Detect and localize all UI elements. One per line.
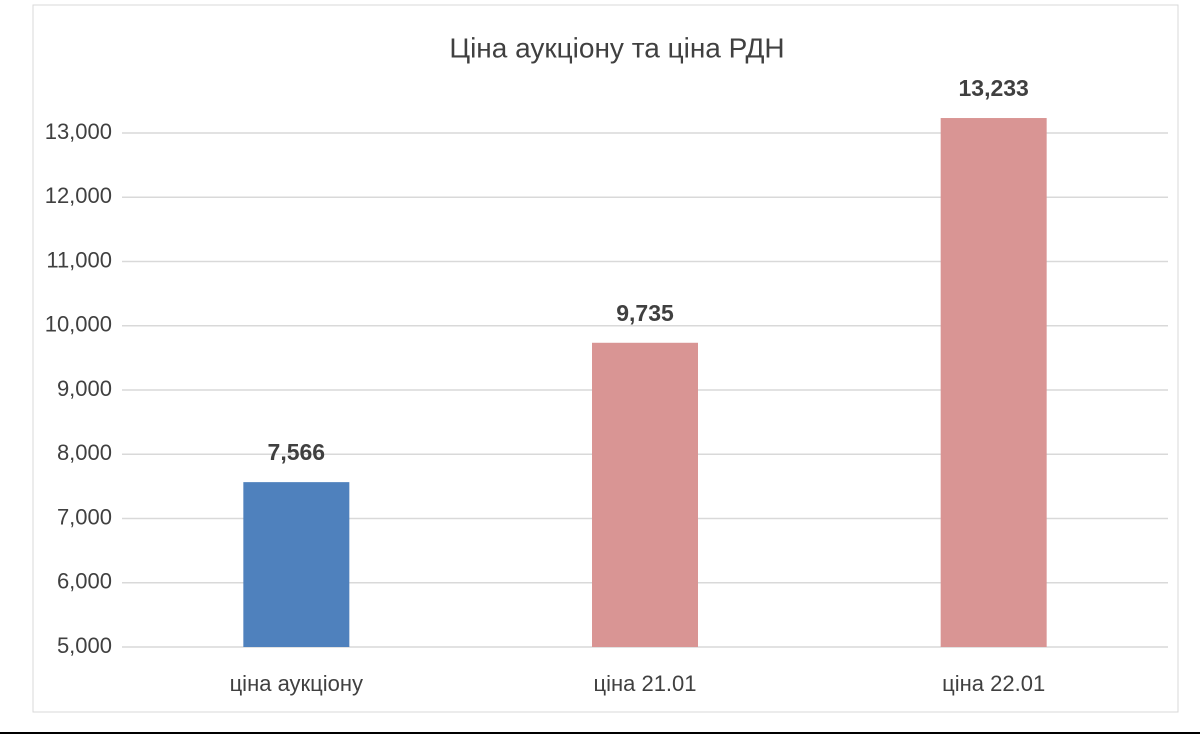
y-tick-label: 6,000 — [57, 569, 112, 594]
x-tick-label: ціна 22.01 — [942, 671, 1045, 696]
value-label: 9,735 — [616, 300, 674, 326]
bar — [940, 118, 1047, 648]
y-tick-label: 7,000 — [57, 504, 112, 529]
bar — [592, 342, 698, 647]
chart-title: Ціна аукціону та ціна РДН — [449, 32, 784, 63]
y-tick-label: 12,000 — [45, 183, 112, 208]
bar — [243, 482, 350, 647]
value-label: 7,566 — [268, 439, 326, 465]
x-tick-label: ціна аукціону — [230, 671, 363, 696]
x-tick-label: ціна 21.01 — [593, 671, 696, 696]
value-label: 13,233 — [958, 75, 1028, 101]
y-tick-label: 10,000 — [45, 312, 112, 337]
y-tick-label: 11,000 — [46, 247, 112, 272]
y-tick-label: 8,000 — [57, 440, 112, 465]
y-tick-label: 5,000 — [57, 633, 112, 658]
y-tick-label: 13,000 — [45, 119, 112, 144]
y-tick-label: 9,000 — [57, 376, 112, 401]
